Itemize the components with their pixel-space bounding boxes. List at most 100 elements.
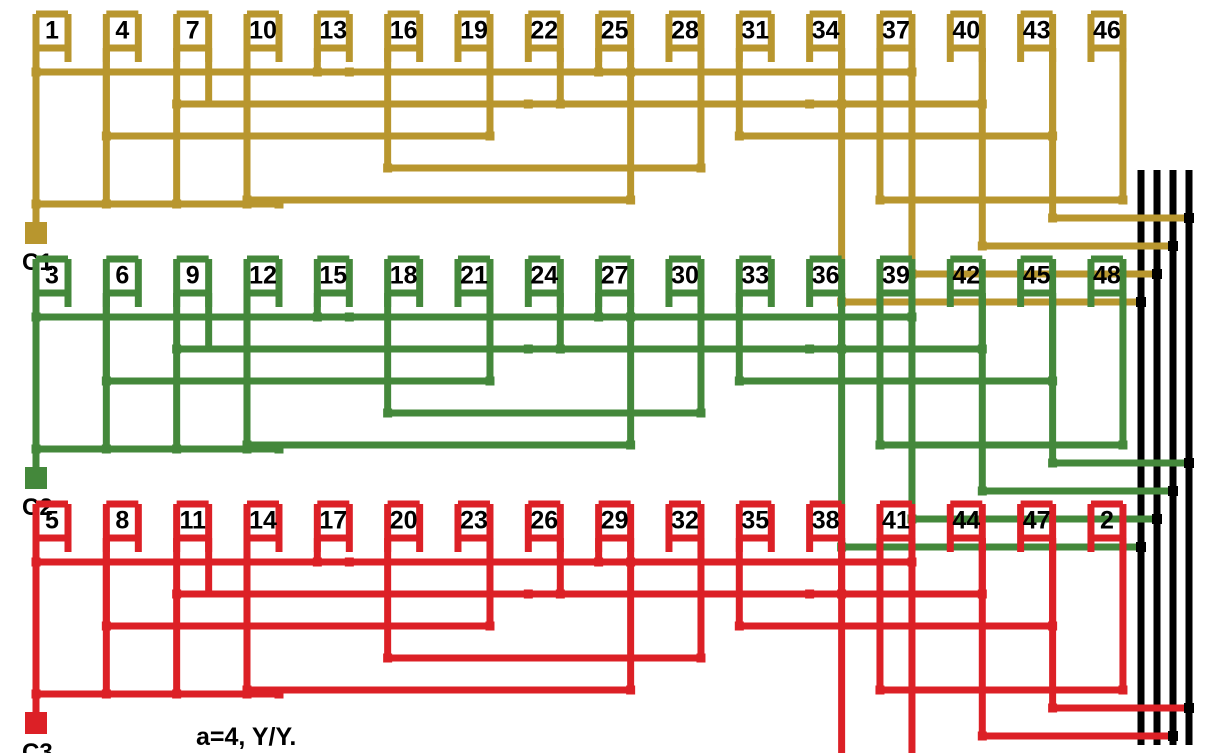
- coil-C1-28[interactable]: 28: [665, 10, 705, 52]
- terminal-pad-C1[interactable]: [25, 222, 47, 244]
- coil-C2-9[interactable]: 9: [173, 255, 213, 297]
- coil-C3-32[interactable]: 32: [665, 500, 705, 542]
- coil-number: 45: [1023, 262, 1051, 290]
- junction-dot: [172, 199, 182, 209]
- coil-number: 13: [319, 17, 347, 45]
- junction-dot: [734, 621, 744, 631]
- coil-number: 30: [671, 262, 699, 290]
- figure-caption: a=4, Y/Y.: [196, 723, 296, 751]
- coil-C1-13[interactable]: 13: [313, 10, 353, 52]
- bus-junction-dot: [1136, 297, 1146, 307]
- coil-C2-12[interactable]: 12: [243, 255, 283, 297]
- coil-C2-6[interactable]: 6: [102, 255, 142, 297]
- coil-C1-46[interactable]: 46: [1087, 10, 1127, 52]
- coil-C3-8[interactable]: 8: [102, 500, 142, 542]
- coil-C2-27[interactable]: 27: [595, 255, 635, 297]
- junction-dot: [626, 440, 636, 450]
- coil-C2-39[interactable]: 39: [876, 255, 916, 297]
- coil-number: 32: [671, 507, 699, 535]
- junction-dot: [101, 689, 111, 699]
- junction-dot: [31, 557, 41, 567]
- coil-C3-14[interactable]: 14: [243, 500, 283, 542]
- coil-C1-43[interactable]: 43: [1017, 10, 1057, 52]
- junction-dot: [626, 195, 636, 205]
- coil-C1-34[interactable]: 34: [806, 10, 846, 52]
- junction-dot: [696, 408, 706, 418]
- coil-C3-5[interactable]: 5: [32, 500, 72, 542]
- junction-dot: [383, 653, 393, 663]
- coil-C3-44[interactable]: 44: [946, 500, 986, 542]
- junction-dot: [523, 589, 533, 599]
- junction-dot: [734, 131, 744, 141]
- coil-C3-29[interactable]: 29: [595, 500, 635, 542]
- coil-C2-3[interactable]: 3: [32, 255, 72, 297]
- junction-dot: [977, 486, 987, 496]
- coil-number: 27: [601, 262, 629, 290]
- junction-dot: [383, 408, 393, 418]
- coil-C1-16[interactable]: 16: [384, 10, 424, 52]
- junction-dot: [485, 131, 495, 141]
- junction-dot: [1048, 703, 1058, 713]
- bus-junction-dot: [1152, 514, 1162, 524]
- coil-number: 18: [390, 262, 418, 290]
- coil-C1-37[interactable]: 37: [876, 10, 916, 52]
- coil-number: 3: [45, 262, 59, 290]
- terminal-label-C3: C3: [22, 739, 53, 753]
- coil-number: 47: [1023, 507, 1051, 535]
- coil-C3-2[interactable]: 2: [1087, 500, 1127, 542]
- junction-dot: [1118, 195, 1128, 205]
- coil-C2-45[interactable]: 45: [1017, 255, 1057, 297]
- coil-C3-35[interactable]: 35: [735, 500, 775, 542]
- terminal-pad-C2[interactable]: [25, 467, 47, 489]
- junction-dot: [523, 99, 533, 109]
- coil-C1-31[interactable]: 31: [735, 10, 775, 52]
- coil-number: 4: [115, 17, 129, 45]
- coil-C1-25[interactable]: 25: [595, 10, 635, 52]
- coil-C3-11[interactable]: 11: [173, 500, 213, 542]
- coil-C1-40[interactable]: 40: [946, 10, 986, 52]
- bus-junction-dot: [1136, 542, 1146, 552]
- coil-C3-23[interactable]: 23: [454, 500, 494, 542]
- coil-C1-4[interactable]: 4: [102, 10, 142, 52]
- junction-dot: [977, 731, 987, 741]
- coil-C2-36[interactable]: 36: [806, 255, 846, 297]
- coil-number: 39: [882, 262, 910, 290]
- coil-number: 20: [390, 507, 418, 535]
- coil-C1-19[interactable]: 19: [454, 10, 494, 52]
- coil-C3-38[interactable]: 38: [806, 500, 846, 542]
- coil-C1-7[interactable]: 7: [173, 10, 213, 52]
- coil-C3-47[interactable]: 47: [1017, 500, 1057, 542]
- coil-C3-26[interactable]: 26: [524, 500, 564, 542]
- coil-C3-41[interactable]: 41: [876, 500, 916, 542]
- coil-C2-24[interactable]: 24: [524, 255, 564, 297]
- coil-C2-33[interactable]: 33: [735, 255, 775, 297]
- bus-junction-dot: [1168, 241, 1178, 251]
- coil-C2-30[interactable]: 30: [665, 255, 705, 297]
- bus-junction-dot: [1184, 703, 1194, 713]
- junction-dot: [696, 653, 706, 663]
- coil-number: 42: [952, 262, 980, 290]
- junction-dot: [523, 344, 533, 354]
- coil-number: 41: [882, 507, 910, 535]
- junction-dot: [805, 99, 815, 109]
- coil-C2-48[interactable]: 48: [1087, 255, 1127, 297]
- junction-dot: [274, 444, 284, 454]
- coil-C2-18[interactable]: 18: [384, 255, 424, 297]
- coil-C1-22[interactable]: 22: [524, 10, 564, 52]
- coil-number: 36: [812, 262, 840, 290]
- coil-C3-17[interactable]: 17: [313, 500, 353, 542]
- coil-number: 10: [249, 17, 277, 45]
- coil-C2-15[interactable]: 15: [313, 255, 353, 297]
- coil-C2-21[interactable]: 21: [454, 255, 494, 297]
- junction-dot: [977, 241, 987, 251]
- coil-C2-42[interactable]: 42: [946, 255, 986, 297]
- coil-number: 2: [1100, 507, 1114, 535]
- coil-number: 28: [671, 17, 699, 45]
- junction-dot: [172, 444, 182, 454]
- coil-C3-20[interactable]: 20: [384, 500, 424, 542]
- terminal-pad-C3[interactable]: [25, 712, 47, 734]
- coil-C1-10[interactable]: 10: [243, 10, 283, 52]
- coil-C1-1[interactable]: 1: [32, 10, 72, 52]
- junction-dot: [875, 195, 885, 205]
